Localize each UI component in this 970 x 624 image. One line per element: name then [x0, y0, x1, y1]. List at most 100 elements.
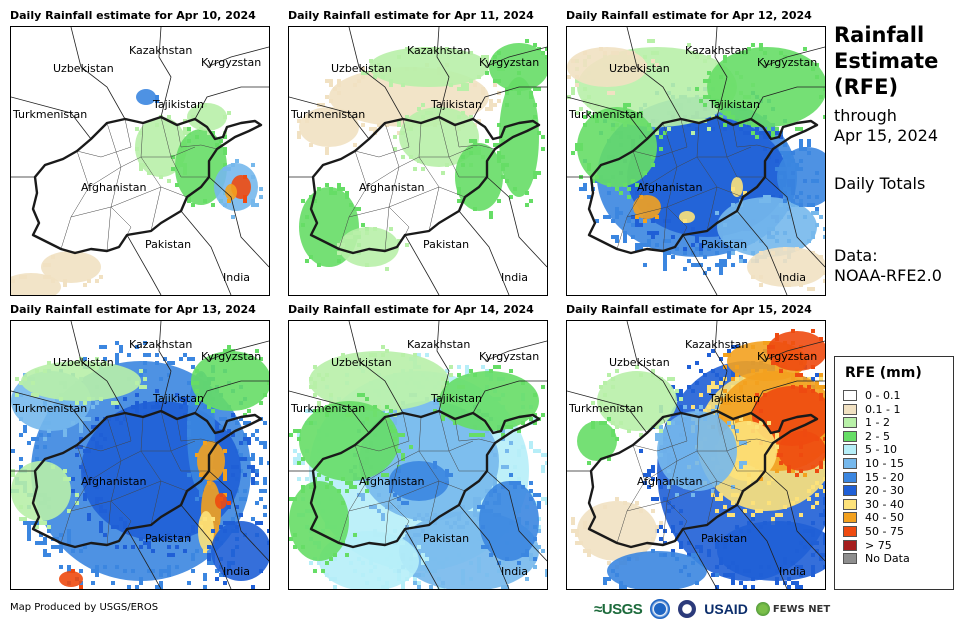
rainfall-pixel — [401, 541, 405, 545]
rainfall-pixel — [401, 353, 405, 357]
rainfall-pixel — [123, 521, 127, 525]
rainfall-pixel — [35, 541, 39, 545]
rainfall-pixel — [799, 513, 803, 517]
country-label-tajikistan: Tajikistan — [430, 98, 482, 111]
rainfall-pixel — [575, 147, 579, 151]
rainfall-pixel — [703, 417, 707, 421]
rainfall-pixel — [255, 203, 259, 207]
rainfall-pixel — [433, 409, 437, 413]
country-border — [194, 380, 269, 414]
rainfall-pixel — [667, 509, 671, 513]
rainfall-pixel — [799, 143, 803, 147]
rainfall-area — [225, 184, 237, 200]
rainfall-pixel — [227, 111, 231, 115]
rainfall-pixel — [703, 95, 707, 99]
rainfall-pixel — [529, 441, 533, 445]
rainfall-pixel — [727, 421, 731, 425]
rainfall-pixel — [537, 505, 541, 509]
rainfall-pixel — [215, 577, 219, 581]
country-label-uzbekistan: Uzbekistan — [53, 62, 114, 75]
rainfall-pixel — [707, 389, 711, 393]
rainfall-area — [59, 571, 83, 587]
rainfall-pixel — [393, 421, 397, 425]
rainfall-pixel — [489, 103, 493, 107]
rainfall-pixel — [779, 51, 783, 55]
rainfall-pixel — [727, 565, 731, 569]
rainfall-pixel — [731, 577, 735, 581]
rainfall-pixel — [635, 219, 639, 223]
rainfall-pixel — [529, 199, 533, 203]
rainfall-pixel — [199, 485, 203, 489]
rainfall-pixel — [659, 537, 663, 541]
rainfall-pixel — [639, 373, 643, 377]
rainfall-pixel — [373, 405, 377, 409]
rainfall-pixel — [731, 581, 735, 585]
rainfall-pixel — [627, 557, 631, 561]
rainfall-pixel — [493, 103, 497, 107]
rainfall-pixel — [473, 513, 477, 517]
rainfall-pixel — [195, 453, 199, 457]
rainfall-pixel — [699, 405, 703, 409]
country-label-afghanistan: Afghanistan — [359, 181, 425, 194]
rainfall-pixel — [179, 357, 183, 361]
rainfall-pixel — [461, 51, 465, 55]
rainfall-pixel — [43, 549, 47, 553]
country-label-pakistan: Pakistan — [145, 532, 191, 545]
rainfall-pixel — [417, 573, 421, 577]
rainfall-pixel — [91, 477, 95, 481]
rainfall-pixel — [255, 501, 259, 505]
rainfall-pixel — [357, 79, 361, 83]
rainfall-pixel — [587, 167, 591, 171]
rainfall-pixel — [309, 195, 313, 199]
rainfall-area — [778, 431, 825, 471]
rainfall-pixel — [381, 75, 385, 79]
rainfall-pixel — [91, 437, 95, 441]
rainfall-pixel — [755, 127, 759, 131]
rainfall-pixel — [663, 131, 667, 135]
rainfall-pixel — [259, 401, 263, 405]
rainfall-pixel — [83, 283, 87, 287]
legend-label: 20 - 30 — [865, 484, 904, 498]
rainfall-pixel — [449, 473, 453, 477]
rainfall-pixel — [11, 473, 15, 477]
province-border — [666, 206, 688, 236]
rainfall-pixel — [795, 497, 799, 501]
rainfall-pixel — [473, 139, 477, 143]
province-border — [88, 440, 196, 482]
rainfall-pixel — [159, 573, 163, 577]
rainfall-pixel — [723, 123, 727, 127]
rainfall-pixel — [127, 353, 131, 357]
rainfall-pixel — [571, 517, 575, 521]
legend-label: 10 - 15 — [865, 457, 904, 470]
rainfall-pixel — [83, 417, 87, 421]
rainfall-pixel — [583, 525, 587, 529]
rainfall-pixel — [735, 365, 739, 369]
rainfall-pixel — [731, 345, 735, 349]
rainfall-pixel — [651, 155, 655, 159]
rainfall-pixel — [83, 401, 87, 405]
rainfall-pixel — [325, 151, 329, 155]
rainfall-pixel — [47, 553, 51, 557]
rainfall-pixel — [747, 477, 751, 481]
rainfall-pixel — [803, 433, 807, 437]
rainfall-pixel — [775, 581, 779, 585]
rainfall-pixel — [823, 497, 825, 501]
rainfall-pixel — [67, 533, 71, 537]
rainfall-pixel — [195, 549, 199, 553]
rainfall-pixel — [743, 569, 747, 573]
rainfall-pixel — [775, 337, 779, 341]
rainfall-pixel — [465, 83, 469, 87]
rainfall-pixel — [135, 405, 139, 409]
rainfall-pixel — [243, 413, 247, 417]
rainfall-pixel — [187, 397, 191, 401]
rainfall-pixel — [63, 279, 67, 283]
rainfall-pixel — [615, 437, 619, 441]
rainfall-pixel — [473, 501, 477, 505]
rainfall-pixel — [87, 517, 91, 521]
rainfall-pixel — [223, 529, 227, 533]
rainfall-pixel — [775, 453, 779, 457]
rainfall-pixel — [739, 581, 743, 585]
rainfall-pixel — [615, 207, 619, 211]
rainfall-pixel — [541, 135, 545, 139]
rainfall-pixel — [667, 485, 671, 489]
